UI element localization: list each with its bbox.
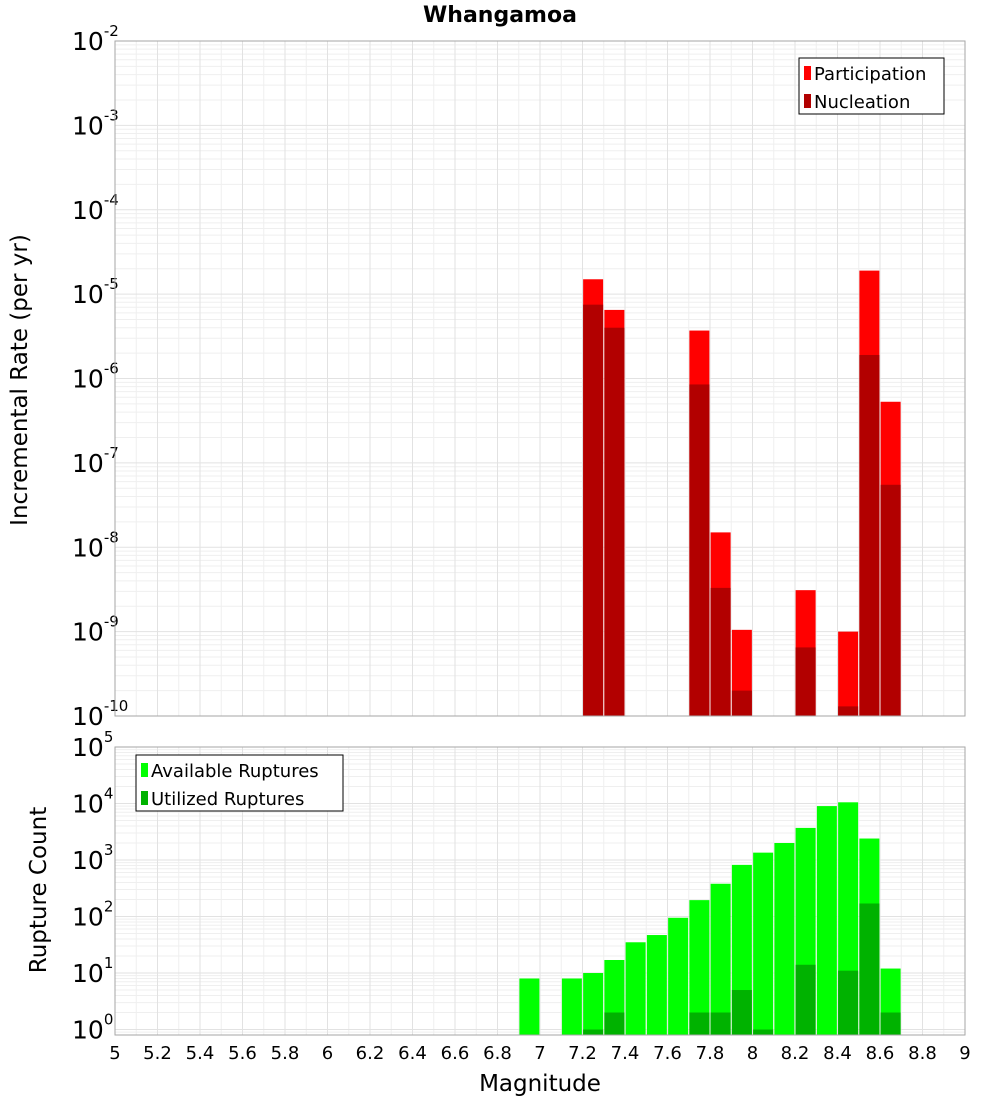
legend-box xyxy=(798,57,945,115)
x-tick-label: 6 xyxy=(322,1043,333,1064)
legend-box xyxy=(135,754,344,812)
bar-utilized-ruptures xyxy=(880,1012,901,1035)
legend-swatch xyxy=(804,94,811,108)
bar-available-ruptures xyxy=(710,883,731,1035)
bar-available-ruptures xyxy=(646,935,667,1035)
x-tick-label: 6.2 xyxy=(356,1043,385,1064)
bar-participation xyxy=(838,631,859,716)
bar-available-ruptures xyxy=(774,843,795,1035)
y-tick-label: 10-8 xyxy=(72,528,119,562)
x-axis-label: Magnitude xyxy=(479,1071,601,1097)
y-tick-label: 10-2 xyxy=(72,22,119,56)
legend: Available Ruptures Utilized Ruptures xyxy=(135,754,344,812)
legend-swatch xyxy=(141,791,148,805)
bar-utilized-ruptures xyxy=(689,1012,710,1035)
y-tick-label: 103 xyxy=(72,841,113,875)
bar-nucleation xyxy=(731,690,752,716)
legend-swatch xyxy=(804,66,811,80)
y-tick-label: 10-7 xyxy=(72,444,119,478)
x-tick-label: 9 xyxy=(959,1043,970,1064)
bar-nucleation xyxy=(689,384,710,716)
x-tick-label: 8.8 xyxy=(908,1043,937,1064)
top-y-axis-label: Incremental Rate (per yr) xyxy=(7,234,33,526)
bottom-count-plot: 100 101 102 103 104 105 Available Ruptures Util… xyxy=(72,728,971,1064)
bar-utilized-ruptures xyxy=(731,990,752,1035)
bar-available-ruptures xyxy=(583,973,604,1035)
x-tick-label: 8.4 xyxy=(823,1043,852,1064)
y-tick-label: 10-10 xyxy=(72,697,128,731)
y-tick-label: 10-9 xyxy=(72,613,119,647)
bar-nucleation xyxy=(604,327,625,716)
x-tick-label: 6.6 xyxy=(441,1043,470,1064)
bottom-y-axis-label: Rupture Count xyxy=(26,807,52,973)
bar-utilized-ruptures xyxy=(838,970,859,1035)
x-tick-label: 7.2 xyxy=(568,1043,597,1064)
bar-utilized-ruptures xyxy=(583,1029,604,1035)
x-tick-label: 5 xyxy=(109,1043,120,1064)
y-tick-label: 105 xyxy=(72,728,113,762)
x-tick-label: 7 xyxy=(534,1043,545,1064)
bar-utilized-ruptures xyxy=(710,1012,731,1035)
x-tick-label: 7.8 xyxy=(696,1043,725,1064)
x-tick-label: 5.6 xyxy=(228,1043,257,1064)
y-tick-label: 10-6 xyxy=(72,360,119,394)
x-tick-label: 8 xyxy=(747,1043,758,1064)
x-tick-label: 8.2 xyxy=(781,1043,810,1064)
x-tick-label: 5.4 xyxy=(186,1043,215,1064)
y-tick-label: 10-4 xyxy=(72,191,119,225)
bar-available-ruptures xyxy=(753,852,774,1035)
y-tick-label: 10-5 xyxy=(72,275,119,309)
top-rate-plot: 10-10 10-9 10-8 10-7 10-6 10-5 10-4 10-3 10-2 Par… xyxy=(72,22,966,731)
legend-label: Available Ruptures xyxy=(151,761,319,782)
legend-label: Utilized Ruptures xyxy=(151,789,304,810)
x-tick-label: 5.2 xyxy=(143,1043,172,1064)
x-tick-label: 7.6 xyxy=(653,1043,682,1064)
bar-available-ruptures xyxy=(816,806,837,1035)
bar-utilized-ruptures xyxy=(795,964,816,1035)
x-tick-label: 8.6 xyxy=(866,1043,895,1064)
x-tick-label: 6.8 xyxy=(483,1043,512,1064)
bar-nucleation xyxy=(859,354,880,716)
bar-nucleation xyxy=(795,647,816,716)
bar-utilized-ruptures xyxy=(859,903,880,1035)
bar-available-ruptures xyxy=(668,917,689,1035)
y-tick-label: 100 xyxy=(72,1011,113,1045)
legend-label: Nucleation xyxy=(814,92,910,113)
plot-frame xyxy=(114,40,966,717)
bar-available-ruptures xyxy=(689,900,710,1035)
legend: Participation Nucleation xyxy=(798,57,945,115)
x-tick-label: 6.4 xyxy=(398,1043,427,1064)
bar-nucleation xyxy=(838,706,859,716)
bar-nucleation xyxy=(583,304,604,716)
legend-swatch xyxy=(141,763,148,777)
bar-nucleation xyxy=(710,587,731,716)
y-tick-label: 10-3 xyxy=(72,106,119,140)
bar-nucleation xyxy=(880,484,901,716)
bar-available-ruptures xyxy=(561,978,582,1035)
x-tick-label: 7.4 xyxy=(611,1043,640,1064)
y-tick-label: 104 xyxy=(72,785,113,819)
y-tick-label: 102 xyxy=(72,898,113,932)
x-tick-label: 5.8 xyxy=(271,1043,300,1064)
bar-utilized-ruptures xyxy=(604,1012,625,1035)
legend-label: Participation xyxy=(814,64,926,85)
bar-utilized-ruptures xyxy=(753,1029,774,1035)
bar-available-ruptures xyxy=(625,942,646,1035)
plot-frame xyxy=(114,746,966,1036)
y-tick-label: 101 xyxy=(72,954,113,988)
bar-available-ruptures xyxy=(519,978,540,1035)
chart-title: Whangamoa xyxy=(423,3,577,28)
